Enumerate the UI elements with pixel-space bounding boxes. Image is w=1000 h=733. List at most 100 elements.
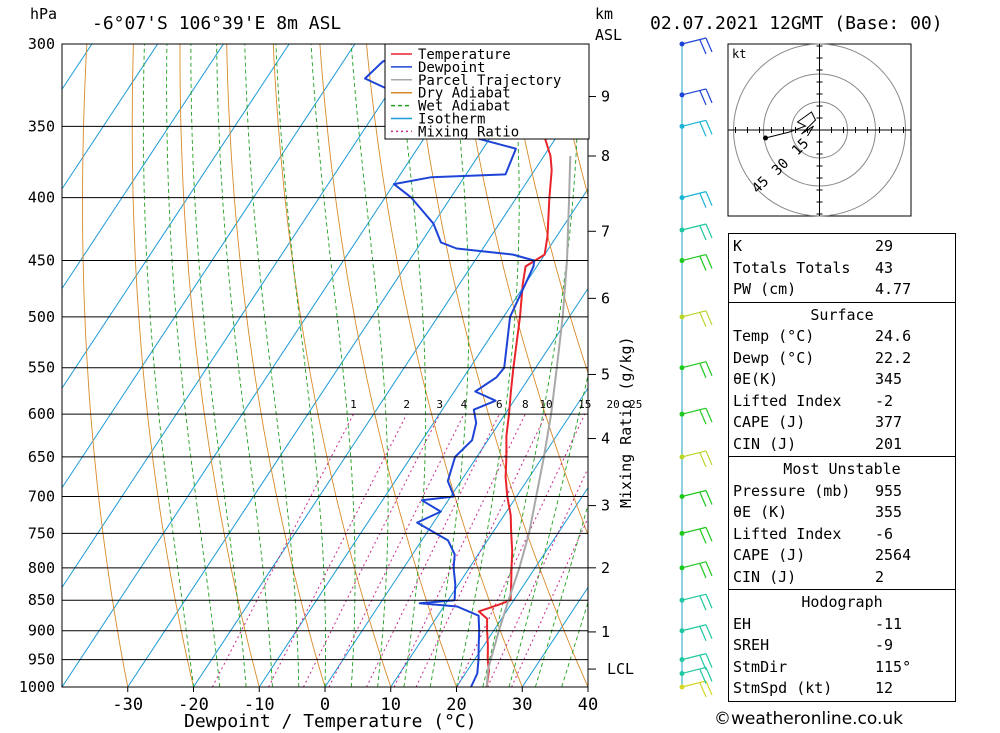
wind-barb-staff — [681, 37, 707, 45]
index-value: 377 — [875, 413, 903, 431]
isotherm-line — [62, 44, 290, 390]
wet-adiabat-line — [561, 600, 588, 687]
wind-barb-staff — [681, 191, 707, 199]
wind-barb-staff — [681, 88, 707, 96]
mixing-ratio-label: 1 — [350, 398, 357, 411]
axes: 1 2 3 4 6 8 10 15 20 25 -30 -20 -10 0 10 20 30 40 1 2 3 4 5 6 7 8… — [112, 88, 642, 715]
wind-barb-flag — [705, 680, 713, 696]
wind-barb-staff — [681, 666, 707, 675]
index-label: θE (K) — [733, 503, 788, 521]
km-tick-label: 5 — [601, 365, 610, 383]
mixing-ratio-line — [393, 413, 526, 687]
x-tick-label: 40 — [578, 695, 598, 715]
index-row: Temp (°C) 24.6 — [729, 326, 955, 348]
wet-adiabat-line — [275, 44, 326, 687]
mixing-ratio-line — [456, 413, 586, 687]
sounding-lines — [364, 44, 572, 687]
pressure-tick-label: 550 — [28, 359, 55, 377]
wind-barb-staff — [681, 526, 707, 534]
x-axis-label: Dewpoint / Temperature (°C) — [184, 711, 477, 732]
wind-barb-flag — [699, 492, 707, 507]
mixing-ratio-line — [268, 413, 408, 687]
footer-copyright: ©weatheronline.co.uk — [714, 709, 904, 729]
km-tick-label: 1 — [601, 623, 610, 641]
wet-adiabat-line — [190, 44, 247, 687]
isotherm-line — [0, 44, 26, 687]
pressure-tick-label: 800 — [28, 559, 55, 577]
km-tick-label: 9 — [601, 88, 610, 106]
index-label: StmDir — [733, 657, 788, 676]
index-label: Dewp (°C) — [733, 348, 815, 367]
km-tick-label: 7 — [601, 222, 610, 240]
legend-entry: Parcel Trajectory — [418, 73, 561, 89]
isotherm-line — [390, 387, 588, 687]
isotherm-line — [456, 486, 588, 687]
index-row: CAPE (J) 377 — [729, 412, 955, 434]
mixing-ratio-line — [328, 413, 465, 687]
index-label: CIN (J) — [733, 567, 797, 586]
legend-entry: Dry Adiabat — [418, 86, 511, 102]
legend-entry: Mixing Ratio — [418, 124, 519, 140]
wind-barb-flag — [699, 39, 707, 55]
mixing-ratio-label: 10 — [539, 398, 552, 411]
hodograph-trace — [765, 111, 817, 139]
index-label: Lifted Index — [733, 524, 842, 543]
mixing-ratio-label: 2 — [403, 398, 410, 411]
wind-barb-staff — [681, 489, 707, 498]
isotherm-line — [62, 44, 422, 589]
legend-entry: Dewpoint — [418, 60, 485, 76]
pressure-tick-label: 850 — [28, 591, 55, 609]
x-tick-label: -30 — [112, 695, 143, 715]
isotherm-line — [62, 44, 224, 290]
mixing-ratio-label: 20 — [607, 398, 620, 411]
index-row: CIN (J) 2 — [729, 567, 955, 589]
pressure-tick-label: 900 — [28, 622, 55, 640]
mixing-ratio-line — [415, 413, 547, 687]
wet-adiabat-line — [166, 44, 221, 687]
pressure-lines: 300 350 400 450 500 550 600 650 700 750 800 850 900 9… — [19, 35, 588, 696]
index-label: Temp (°C) — [733, 327, 815, 345]
km-tick-label: 6 — [601, 289, 610, 307]
mixing-ratio-label: 4 — [461, 398, 468, 411]
wet-adiabat-line — [310, 44, 356, 687]
wind-barb-flag — [705, 120, 713, 135]
wet-adiabat-line — [429, 44, 470, 687]
index-value: 355 — [875, 503, 903, 521]
wind-barb-flag — [705, 407, 713, 423]
x-tick-label: -20 — [178, 695, 209, 715]
wind-barb-flag — [705, 653, 713, 668]
index-value: 201 — [875, 434, 903, 453]
wind-barb-flag — [699, 193, 707, 208]
wind-barb-staff — [681, 450, 707, 458]
index-row: Lifted Index -2 — [729, 391, 955, 413]
index-value: -9 — [875, 636, 894, 654]
wind-barb-flag — [699, 122, 707, 137]
mixing-ratio-line — [366, 413, 500, 687]
x-tick-label: 0 — [320, 695, 330, 715]
index-label: Totals Totals — [733, 258, 851, 277]
pressure-tick-label: 650 — [28, 448, 55, 466]
wind-barb-flag — [705, 310, 713, 326]
wind-barb-flag — [699, 225, 707, 241]
wet-adiabat-line — [397, 44, 427, 687]
temperature-line — [477, 44, 553, 687]
mixing-ratio-label: 3 — [436, 398, 443, 411]
wind-barb-staff — [681, 223, 707, 231]
wind-barb-flag — [705, 593, 713, 609]
index-value: 24.6 — [875, 327, 912, 345]
wind-barb-flag — [705, 490, 713, 505]
wind-barb-flag — [699, 529, 707, 544]
index-value: 12 — [875, 679, 894, 697]
index-label: CAPE (J) — [733, 546, 806, 564]
index-label: Pressure (mb) — [733, 481, 851, 500]
index-row: PW (cm) 4.77 — [729, 279, 955, 301]
surface-title: Surface — [810, 305, 874, 324]
general-indices: K 29 Totals Totals 43 PW (cm) 4.77 — [729, 234, 955, 303]
dry-adiabat-line — [505, 44, 588, 375]
pressure-tick-label: 400 — [28, 189, 55, 207]
mixing-ratio-axis-label: Mixing Ratio (g/kg) — [617, 336, 635, 508]
wind-barb-flag — [699, 655, 707, 670]
wind-barb-flag — [699, 312, 707, 328]
